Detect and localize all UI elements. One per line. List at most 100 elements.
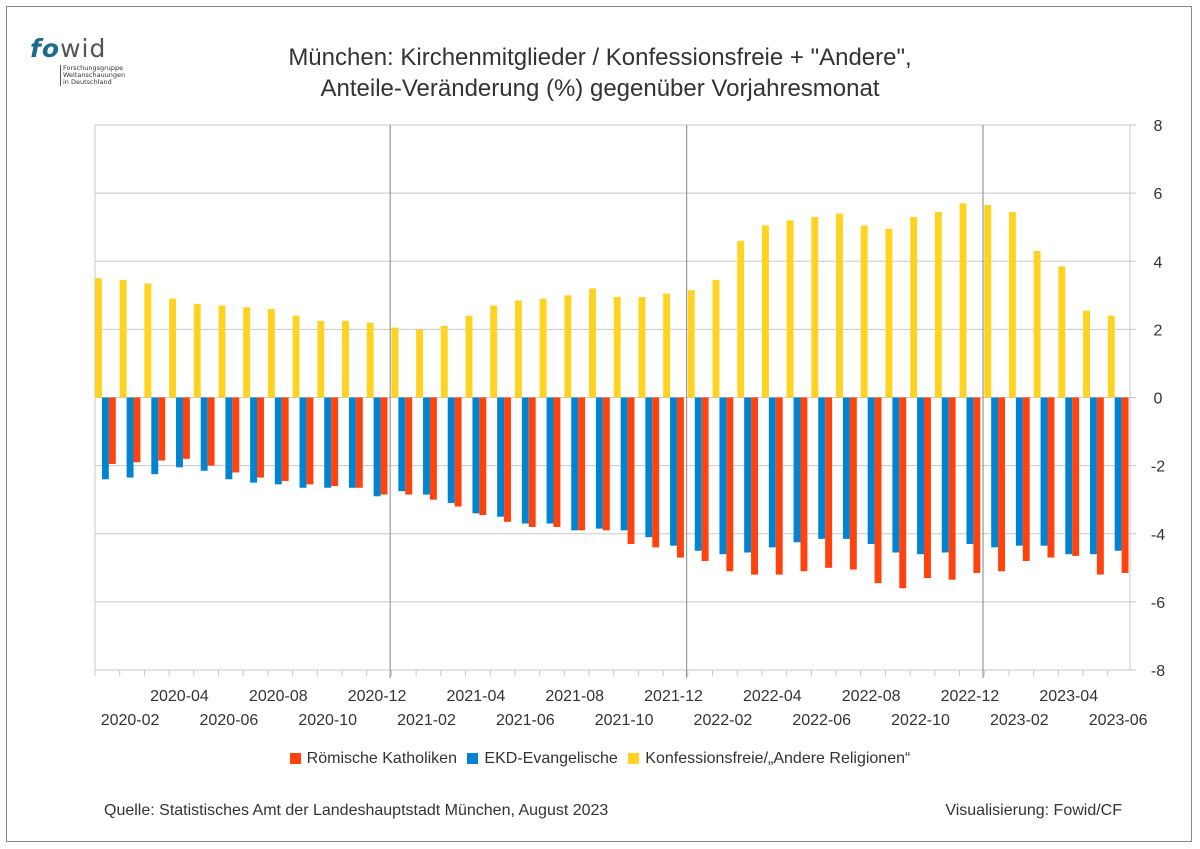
bar-konfessionsfreie: [836, 213, 843, 398]
bar-evangelische: [966, 397, 974, 544]
bar-konfessionsfreie: [1107, 315, 1115, 398]
bar-konfessionsfreie: [613, 297, 621, 398]
bar-evangelische: [991, 397, 999, 548]
bar-katholiken: [207, 397, 215, 466]
bar-evangelische: [348, 397, 356, 488]
y-tick-label: 2: [1154, 322, 1163, 339]
visualization-credit: Visualisierung: Fowid/CF: [945, 802, 1122, 819]
x-tick-label: 2020-08: [249, 688, 308, 705]
bar-konfessionsfreie: [317, 320, 325, 398]
bar-konfessionsfreie: [786, 220, 794, 398]
bar-konfessionsfreie: [1058, 266, 1066, 398]
source-note: Quelle: Statistisches Amt der Landeshaup…: [104, 802, 609, 819]
bar-konfessionsfreie: [885, 228, 893, 398]
x-tick-label: 2021-02: [397, 712, 456, 729]
bar-evangelische: [200, 397, 208, 471]
x-tick-label: 2022-08: [842, 688, 901, 705]
bar-evangelische: [447, 397, 455, 504]
bar-evangelische: [225, 397, 233, 480]
bar-katholiken: [578, 397, 586, 531]
bar-konfessionsfreie: [959, 203, 967, 398]
logo-subtitle: Forschungsgruppe Weltanschauungen in Deu…: [60, 65, 125, 86]
bar-evangelische: [373, 397, 381, 497]
legend-swatch-evangelische: [467, 753, 479, 764]
x-tick-label: 2020-12: [348, 688, 407, 705]
bar-katholiken: [454, 397, 462, 507]
bar-katholiken: [923, 397, 931, 579]
bar-konfessionsfreie: [687, 290, 695, 398]
bar-evangelische: [941, 397, 949, 553]
bar-konfessionsfreie: [761, 225, 769, 398]
x-tick-label: 2023-02: [990, 712, 1049, 729]
logo-subtitle-line: Forschungsgruppe: [63, 64, 124, 72]
x-tick-label: 2020-06: [200, 712, 259, 729]
x-tick-label: 2020-04: [150, 688, 209, 705]
y-tick-label: -6: [1151, 595, 1165, 612]
year-separators: [389, 125, 984, 678]
legend-swatch-konfessionsfreie: [628, 753, 640, 764]
bar-konfessionsfreie: [910, 216, 918, 398]
bar-katholiken: [108, 397, 116, 464]
bar-evangelische: [126, 397, 134, 478]
bar-evangelische: [818, 397, 826, 539]
x-tick-label: 2021-06: [496, 712, 555, 729]
logo-fo: fo: [30, 34, 61, 63]
bar-katholiken: [948, 397, 956, 580]
bar-evangelische: [571, 397, 579, 531]
bar-konfessionsfreie: [144, 283, 152, 398]
bar-katholiken: [1047, 397, 1055, 558]
x-tick-label: 2021-10: [595, 712, 654, 729]
bar-katholiken: [751, 397, 758, 575]
bar-evangelische: [101, 397, 109, 480]
bar-katholiken: [849, 397, 857, 570]
bar-katholiken: [701, 397, 709, 561]
chart-frame: [6, 6, 1192, 842]
bar-konfessionsfreie: [589, 288, 596, 398]
bar-konfessionsfreie: [416, 329, 424, 398]
bar-katholiken: [726, 397, 734, 572]
bar-katholiken: [133, 397, 141, 463]
bar-evangelische: [719, 397, 727, 555]
chart-title-line-1: München: Kirchenmitglieder / Konfessions…: [288, 44, 912, 71]
bar-konfessionsfreie: [243, 307, 251, 398]
legend-swatch-katholiken: [289, 753, 301, 764]
bar-konfessionsfreie: [366, 322, 374, 398]
bar-evangelische: [842, 397, 850, 539]
bar-katholiken: [331, 397, 339, 487]
bar-konfessionsfreie: [811, 216, 819, 398]
bar-evangelische: [768, 397, 776, 548]
bar-konfessionsfreie: [1008, 211, 1016, 398]
bar-evangelische: [274, 397, 282, 485]
bar-katholiken: [355, 397, 363, 488]
bars: [95, 203, 1129, 589]
bar-evangelische: [892, 397, 900, 553]
x-tick-label: 2020-10: [298, 712, 357, 729]
bar-katholiken: [232, 397, 240, 473]
bar-evangelische: [324, 397, 332, 488]
bar-evangelische: [645, 397, 653, 538]
bar-evangelische: [1065, 397, 1073, 555]
x-tick-label: 2022-12: [941, 688, 1000, 705]
bar-katholiken: [1121, 397, 1129, 573]
x-tick-label: 2023-06: [1089, 712, 1148, 729]
bar-evangelische: [867, 397, 875, 544]
bar-konfessionsfreie: [934, 211, 942, 398]
y-tick-label: 8: [1154, 118, 1163, 135]
bar-katholiken: [306, 397, 314, 485]
legend-label: EKD-Evangelische: [484, 750, 618, 767]
x-tick-label: 2021-12: [644, 688, 703, 705]
bar-katholiken: [257, 397, 264, 478]
x-tick-label: 2023-04: [1039, 688, 1098, 705]
logo-subtitle-line: in Deutschland: [63, 78, 112, 86]
bar-evangelische: [398, 397, 406, 492]
bar-evangelische: [176, 397, 183, 468]
bar-evangelische: [1040, 397, 1048, 546]
bar-konfessionsfreie: [984, 205, 992, 398]
bar-evangelische: [299, 397, 307, 488]
bar-katholiken: [825, 397, 833, 568]
bar-konfessionsfreie: [737, 240, 745, 398]
bar-konfessionsfreie: [119, 279, 127, 398]
bar-katholiken: [1022, 397, 1030, 561]
logo-subtitle-line: Weltanschauungen: [63, 71, 126, 79]
